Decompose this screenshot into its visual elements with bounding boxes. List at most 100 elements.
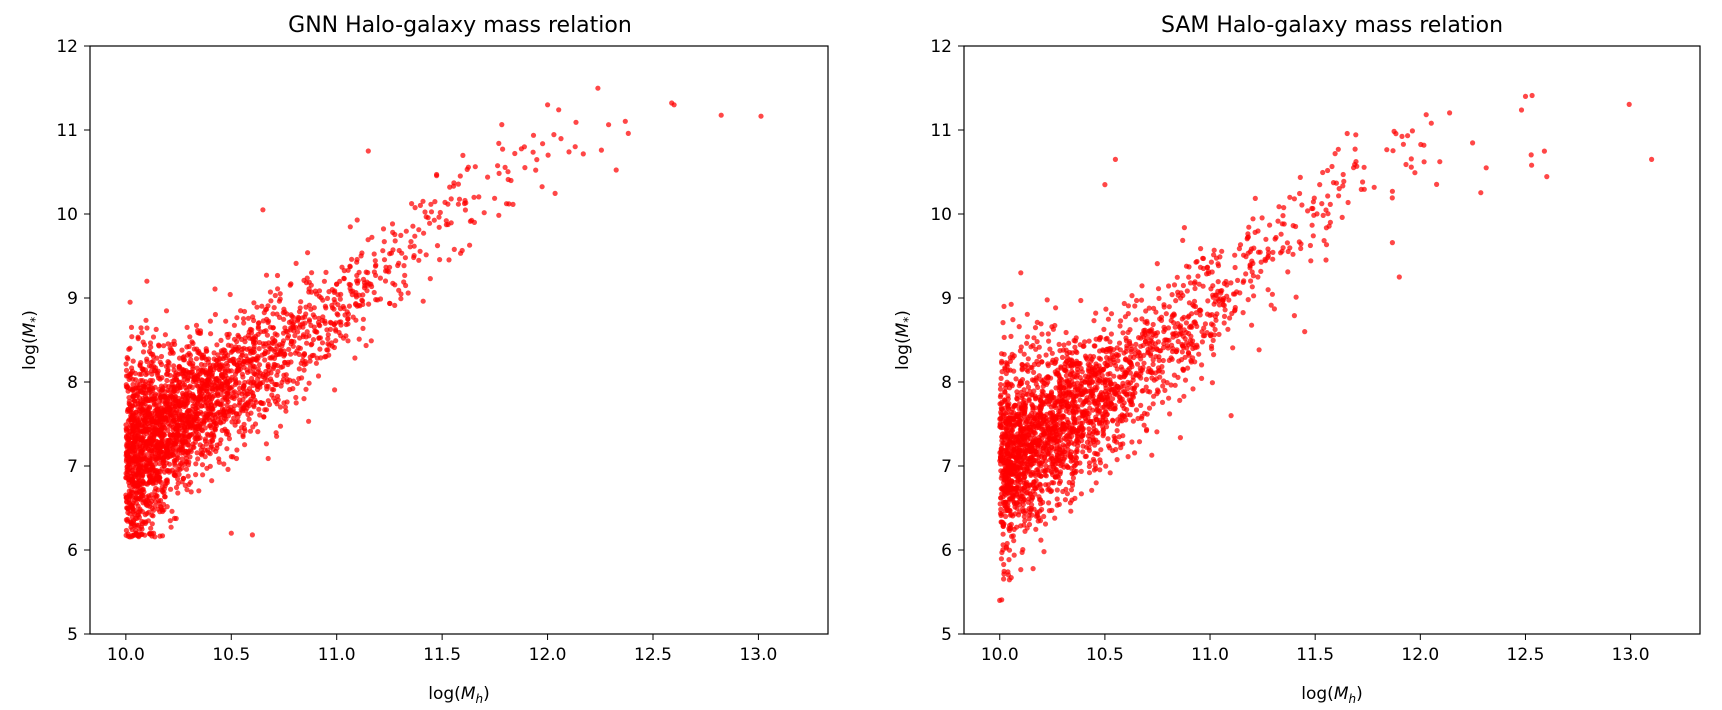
data-point xyxy=(1029,512,1035,518)
data-point xyxy=(300,357,306,364)
data-point xyxy=(205,376,211,382)
data-point xyxy=(1038,453,1044,460)
data-point xyxy=(997,501,1003,507)
data-point xyxy=(134,458,140,464)
data-point xyxy=(1101,404,1107,410)
data-point xyxy=(1232,304,1238,311)
data-point xyxy=(1138,402,1144,408)
data-point xyxy=(130,381,136,388)
data-point xyxy=(218,415,224,421)
data-point xyxy=(1006,526,1012,532)
data-point xyxy=(246,386,253,392)
data-point xyxy=(1045,375,1051,381)
data-point xyxy=(209,402,215,409)
data-point xyxy=(157,475,163,481)
data-point xyxy=(1528,152,1534,158)
data-point xyxy=(1029,502,1035,508)
data-point xyxy=(1053,431,1059,437)
data-point xyxy=(1059,415,1065,421)
data-point xyxy=(1252,195,1258,201)
data-point xyxy=(325,332,331,338)
data-point xyxy=(451,246,457,252)
data-point xyxy=(345,338,351,344)
data-point xyxy=(131,439,138,445)
data-point xyxy=(1044,394,1050,400)
data-point xyxy=(1019,549,1025,556)
data-point xyxy=(1403,161,1409,168)
data-point xyxy=(1136,335,1142,341)
data-point xyxy=(197,442,203,448)
data-point xyxy=(1088,388,1094,394)
data-point xyxy=(281,348,287,354)
data-point xyxy=(229,348,235,354)
data-point xyxy=(1336,186,1342,192)
data-point xyxy=(294,380,300,386)
data-point xyxy=(289,313,295,319)
data-point xyxy=(1219,248,1225,254)
data-point xyxy=(1053,305,1059,311)
data-point xyxy=(341,276,347,282)
data-point xyxy=(126,493,132,499)
data-point xyxy=(1045,450,1051,456)
data-point xyxy=(263,441,269,447)
data-point xyxy=(428,201,434,207)
data-point xyxy=(319,317,326,324)
data-point xyxy=(1046,338,1052,344)
data-point xyxy=(1086,463,1092,470)
data-point xyxy=(160,489,166,495)
data-point xyxy=(208,444,214,450)
data-point xyxy=(1116,398,1123,404)
data-point xyxy=(1230,291,1237,297)
data-point xyxy=(505,176,511,183)
data-point xyxy=(152,384,158,390)
data-point xyxy=(1006,547,1013,553)
data-point xyxy=(140,478,146,484)
data-point xyxy=(324,327,330,333)
data-point xyxy=(202,403,208,409)
data-point xyxy=(1011,353,1017,359)
x-tick-label: 11.0 xyxy=(318,645,356,665)
data-point xyxy=(1064,403,1070,409)
data-point xyxy=(1165,345,1171,351)
data-point xyxy=(1186,352,1192,358)
data-point xyxy=(1168,382,1174,388)
data-point xyxy=(172,374,178,380)
data-point xyxy=(281,400,287,406)
data-point xyxy=(1169,342,1175,348)
data-point xyxy=(1389,195,1395,201)
data-point xyxy=(274,272,281,279)
data-point xyxy=(158,448,164,455)
data-point xyxy=(1134,297,1140,304)
data-point xyxy=(1196,351,1202,357)
data-point xyxy=(261,328,267,335)
data-point xyxy=(1361,186,1367,192)
data-point xyxy=(1017,479,1024,485)
data-point xyxy=(277,423,284,429)
data-point xyxy=(1199,329,1205,335)
data-point xyxy=(1039,506,1045,513)
data-point xyxy=(1046,508,1052,514)
data-point xyxy=(133,528,139,534)
data-point xyxy=(167,412,173,418)
data-point xyxy=(318,355,324,361)
data-point xyxy=(1000,522,1006,528)
data-point xyxy=(496,170,502,176)
data-point xyxy=(1039,331,1045,337)
data-point xyxy=(327,319,333,325)
data-point xyxy=(347,285,353,292)
data-point xyxy=(354,272,360,279)
data-point xyxy=(1073,409,1079,415)
data-point xyxy=(208,331,214,337)
data-point xyxy=(365,148,371,154)
data-point xyxy=(1192,279,1198,285)
data-point xyxy=(1311,212,1317,218)
data-point xyxy=(331,296,337,303)
data-point xyxy=(1270,249,1276,255)
data-point xyxy=(224,446,230,452)
data-point xyxy=(350,314,356,320)
data-point xyxy=(1002,503,1008,509)
data-point xyxy=(1272,236,1278,242)
data-point xyxy=(1211,247,1217,253)
data-point xyxy=(1021,433,1028,439)
data-point xyxy=(268,376,274,382)
